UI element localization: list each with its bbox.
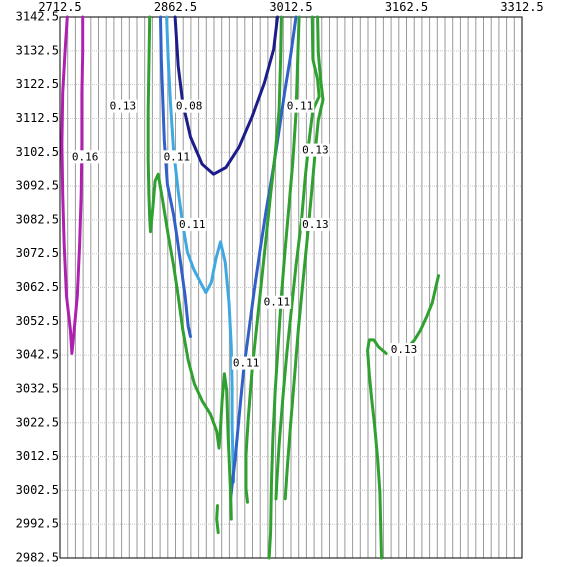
y-tick-label: 3082.5 [16,212,59,226]
y-tick-label: 2992.5 [16,517,59,531]
contour-label-bg [231,356,261,370]
contour-label-bg [70,150,100,164]
contour-label-9: 0.11 [264,296,291,309]
contour-line-0.13-12 [406,274,440,349]
y-tick-label: 3092.5 [16,179,59,193]
y-tick-label: 3022.5 [16,415,59,429]
contour-label-bg [301,217,330,231]
contour-label-bg [162,150,192,164]
y-tick-label: 3002.5 [16,483,59,497]
contour-label-bg [177,217,207,231]
x-tick-label: 3162.5 [385,0,428,14]
contour-label-10: 0.11 [233,357,259,370]
contour-label-bg [108,99,138,113]
y-tick-label: 3042.5 [16,348,59,362]
contour-line-0.13-11 [366,338,388,560]
contour-label-3: 0.16 [72,150,99,163]
y-tick-label: 3142.5 [16,10,59,24]
contour-line-0.11-5 [229,15,298,501]
y-tick-label: 3062.5 [16,280,59,294]
x-tick-label: 3312.5 [500,0,543,14]
contour-line-0.11-3 [159,15,192,338]
contour-line-0.08-2 [173,15,279,176]
y-tick-label: 2982.5 [16,551,59,565]
x-axis-ticks: 2712.5 2862.5 3012.5 3162.5 3312.5 [38,0,543,14]
y-tick-label: 3132.5 [16,43,59,57]
x-tick-label: 2712.5 [38,0,81,14]
contour-label-7: 0.11 [179,218,206,231]
x-tick-label: 2862.5 [154,0,197,14]
contour-label-11: 0.13 [391,343,418,356]
contour-line-0.13-7 [244,15,283,504]
contour-line-0.13-10 [283,15,325,501]
y-tick-label: 3122.5 [16,77,59,91]
contour-labels: 0.13 0.08 0.16 0.11 0.11 0.13 0.11 0.13 0.11 0.11… [70,99,419,370]
contour-label-6: 0.13 [302,144,329,157]
contour-label-2: 0.08 [176,100,203,113]
contour-label-bg [389,343,419,357]
contour-label-8: 0.13 [302,218,329,231]
contour-label-bg [174,99,204,113]
y-axis-ticks: 3142.5 3132.5 3122.5 3112.5 3102.5 3092.5 3082… [16,10,59,565]
y-tick-label: 3032.5 [16,381,59,395]
y-tick-label: 3012.5 [16,449,59,463]
contour-label-1: 0.13 [110,100,137,113]
y-tick-label: 3102.5 [16,145,59,159]
y-tick-label: 3112.5 [16,111,59,125]
contour-line-0.16-1 [60,15,85,355]
contour-label-bg [301,143,330,157]
contour-label-5: 0.11 [287,100,314,113]
contour-label-bg [262,295,292,309]
plot-frame [59,16,523,559]
contour-line-0.11-6 [146,15,233,521]
contour-line-unlabeled-13 [215,504,220,535]
x-tick-label: 3012.5 [269,0,312,14]
contour-label-4: 0.11 [164,150,191,163]
y-tick-label: 3072.5 [16,246,59,260]
contour-label-bg [285,99,315,113]
y-tick-label: 3052.5 [16,314,59,328]
